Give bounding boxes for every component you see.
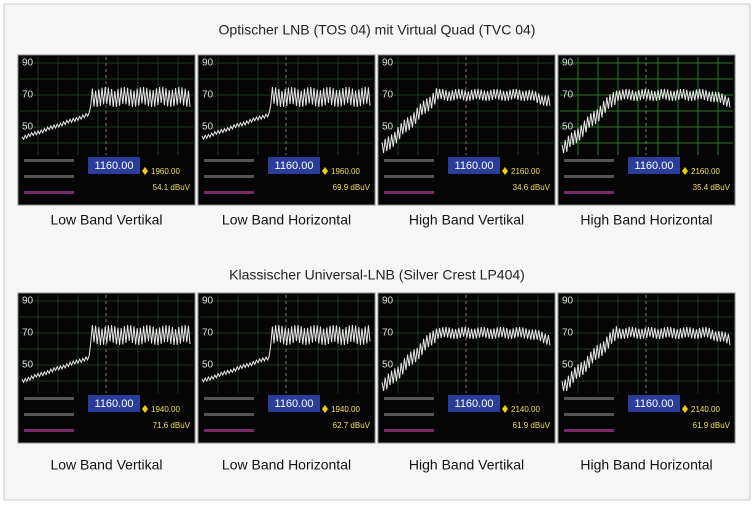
info-decor (24, 397, 74, 400)
scale-label: 70 (202, 90, 214, 101)
scale-label: 50 (382, 122, 394, 133)
info-decor (24, 191, 74, 194)
spectrum-panel: 90 70 50 1160.00 1960.00 69.9 dBuV (198, 55, 375, 205)
level: 62.7 dBuV (333, 421, 371, 430)
level: 61.9 dBuV (513, 421, 551, 430)
info-decor (24, 429, 74, 432)
info-decor (384, 413, 434, 416)
panel-caption: Low Band Horizontal (222, 212, 351, 228)
marker-frequency: 1960.00 (151, 167, 180, 176)
scale-label: 70 (22, 328, 34, 339)
section-title: Optischer LNB (TOS 04) mit Virtual Quad … (219, 22, 536, 38)
scale-label: 70 (382, 90, 394, 101)
panel-caption: High Band Vertikal (409, 457, 524, 473)
section-title: Klassischer Universal-LNB (Silver Crest … (229, 267, 525, 283)
info-decor (204, 413, 254, 416)
scale-label: 70 (562, 328, 574, 339)
scale-label: 90 (382, 58, 394, 69)
scale-label: 50 (202, 360, 214, 371)
marker-frequency: 1940.00 (151, 405, 180, 414)
panel-caption: High Band Vertikal (409, 212, 524, 228)
level: 69.9 dBuV (333, 183, 371, 192)
info-decor (384, 159, 434, 162)
info-decor (564, 397, 614, 400)
center-frequency: 1160.00 (95, 160, 134, 172)
info-decor (24, 175, 74, 178)
center-frequency: 1160.00 (635, 398, 674, 410)
marker-frequency: 1940.00 (331, 405, 360, 414)
info-decor (564, 191, 614, 194)
info-decor (24, 159, 74, 162)
scale-label: 50 (22, 360, 34, 371)
spectrum-panel: 90 70 50 1160.00 2140.00 61.9 dBuV (378, 293, 555, 443)
center-frequency: 1160.00 (455, 398, 494, 410)
panel-caption: High Band Horizontal (580, 212, 712, 228)
scale-label: 90 (202, 296, 214, 307)
center-frequency: 1160.00 (275, 160, 314, 172)
center-frequency: 1160.00 (95, 398, 134, 410)
info-decor (24, 413, 74, 416)
level: 35.4 dBuV (693, 183, 731, 192)
spectrum-panel: 90 70 50 1160.00 1940.00 62.7 dBuV (198, 293, 375, 443)
center-frequency: 1160.00 (275, 398, 314, 410)
scale-label: 70 (202, 328, 214, 339)
info-decor (564, 429, 614, 432)
info-decor (204, 159, 254, 162)
info-decor (384, 429, 434, 432)
panel-caption: Low Band Vertikal (50, 457, 162, 473)
level: 61.9 dBuV (693, 421, 731, 430)
info-decor (204, 429, 254, 432)
info-decor (204, 191, 254, 194)
level: 71.6 dBuV (153, 421, 191, 430)
center-frequency: 1160.00 (635, 160, 674, 172)
level: 54.1 dBuV (153, 183, 191, 192)
spectrum-panel: 90 70 50 1160.00 1960.00 54.1 dBuV (18, 55, 195, 205)
scale-label: 50 (562, 122, 574, 133)
info-decor (384, 397, 434, 400)
scale-label: 70 (382, 328, 394, 339)
scale-label: 90 (562, 58, 574, 69)
scale-label: 90 (22, 58, 34, 69)
marker-frequency: 2140.00 (691, 405, 720, 414)
scale-label: 50 (202, 122, 214, 133)
info-decor (384, 175, 434, 178)
scale-label: 90 (562, 296, 574, 307)
info-decor (204, 397, 254, 400)
scale-label: 50 (22, 122, 34, 133)
scale-label: 90 (22, 296, 34, 307)
level: 34.6 dBuV (513, 183, 551, 192)
info-decor (564, 175, 614, 178)
marker-frequency: 1960.00 (331, 167, 360, 176)
spectrum-panel: 90 70 50 1160.00 2160.00 35.4 dBuV (558, 55, 735, 205)
scale-label: 50 (382, 360, 394, 371)
panel-caption: Low Band Vertikal (50, 212, 162, 228)
marker-frequency: 2160.00 (511, 167, 540, 176)
info-decor (564, 413, 614, 416)
info-decor (564, 159, 614, 162)
panel-caption: Low Band Horizontal (222, 457, 351, 473)
marker-frequency: 2140.00 (511, 405, 540, 414)
scale-label: 70 (562, 90, 574, 101)
spectrum-panel: 90 70 50 1160.00 2140.00 61.9 dBuV (558, 293, 735, 443)
panel-caption: High Band Horizontal (580, 457, 712, 473)
spectrum-panel: 90 70 50 1160.00 2160.00 34.6 dBuV (378, 55, 555, 205)
center-frequency: 1160.00 (455, 160, 494, 172)
scale-label: 90 (202, 58, 214, 69)
scale-label: 50 (562, 360, 574, 371)
spectrum-panel: 90 70 50 1160.00 1940.00 71.6 dBuV (18, 293, 195, 443)
scale-label: 70 (22, 90, 34, 101)
figure: Optischer LNB (TOS 04) mit Virtual Quad … (0, 0, 754, 504)
marker-frequency: 2160.00 (691, 167, 720, 176)
scale-label: 90 (382, 296, 394, 307)
info-decor (384, 191, 434, 194)
info-decor (204, 175, 254, 178)
